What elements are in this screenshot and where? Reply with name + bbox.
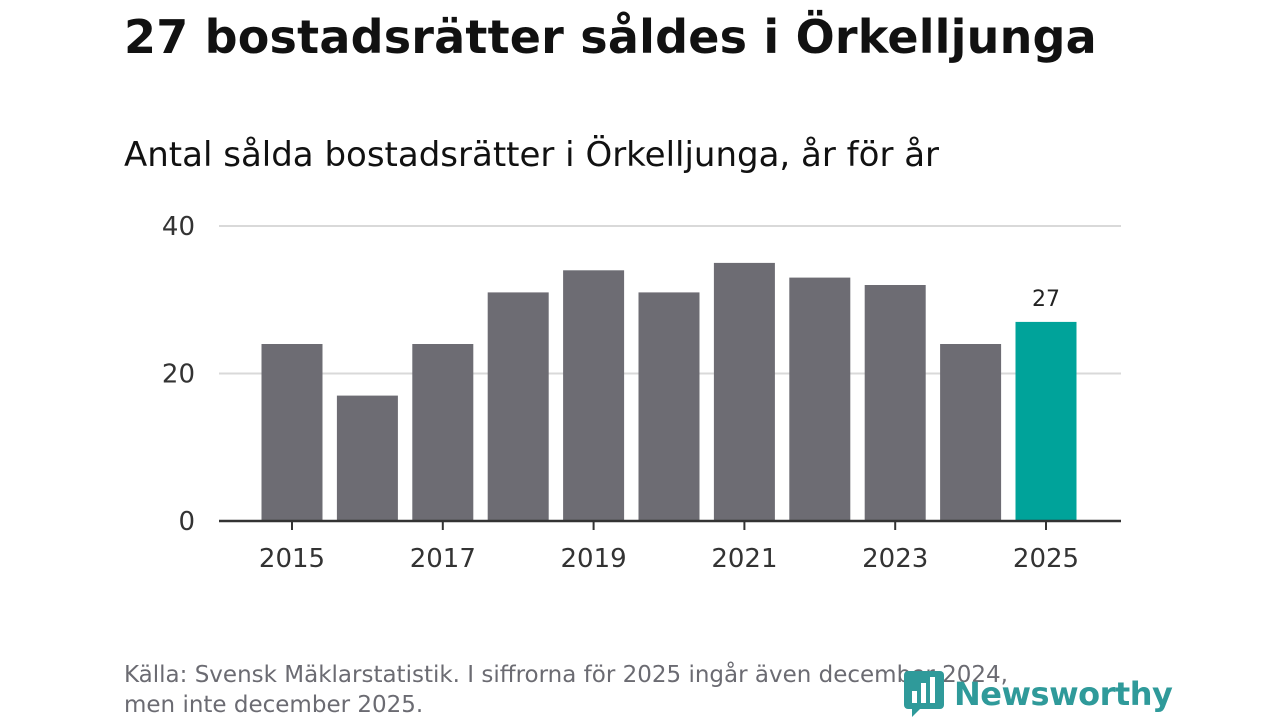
bar-2020: [638, 292, 700, 521]
bar-2023: [864, 285, 926, 521]
source-note: Källa: Svensk Mäklarstatistik. I siffror…: [124, 662, 1008, 718]
bar-2024: [940, 344, 1002, 521]
bar-2016: [336, 395, 398, 521]
bar-2015: [261, 344, 323, 521]
x-tick-label: 2017: [410, 544, 476, 574]
newsworthy-logo-icon: [904, 671, 944, 717]
x-tick-label: 2019: [561, 544, 627, 574]
brand-logo: Newsworthy: [902, 668, 1173, 720]
x-tick-label: 2015: [259, 544, 325, 574]
bar-2019: [563, 270, 625, 522]
chart-labels: 0 20 40 27 2015 2017 2019 2021 2023 2025: [162, 212, 1121, 574]
headline: 27 bostadsrätter såldes i Örkelljunga: [124, 10, 1097, 64]
brand-name: Newsworthy: [954, 675, 1173, 713]
y-tick-label: 40: [162, 212, 195, 242]
x-tick-label: 2025: [1013, 544, 1079, 574]
bar-2022: [789, 277, 851, 521]
bars: [261, 262, 1077, 522]
x-tick-label: 2023: [862, 544, 928, 574]
bar-2021: [713, 262, 775, 521]
x-tick-label: 2021: [711, 544, 777, 574]
y-tick-label: 0: [178, 507, 195, 537]
bar-2018: [487, 292, 549, 521]
bar-2017: [412, 344, 474, 521]
chart-title: Antal sålda bostadsrätter i Örkelljunga,…: [124, 135, 940, 175]
data-label-2025: 27: [1032, 287, 1060, 312]
bar-2025: [1015, 321, 1077, 521]
y-tick-label: 20: [162, 360, 195, 390]
